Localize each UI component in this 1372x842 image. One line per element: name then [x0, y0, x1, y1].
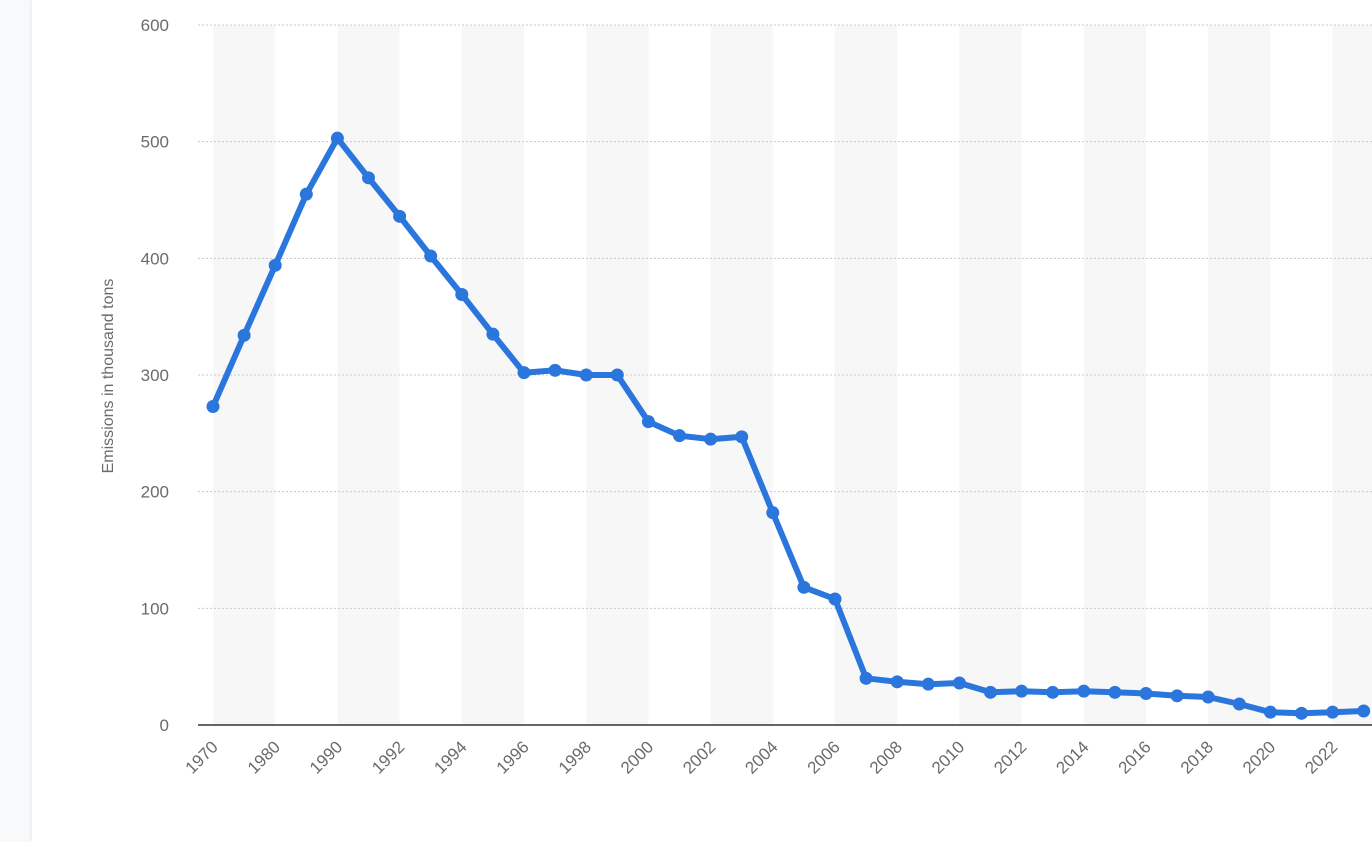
data-point[interactable]: [890, 675, 904, 689]
x-tick-label: 2018: [1177, 737, 1217, 777]
data-point[interactable]: [579, 368, 593, 382]
x-tick-label: 2016: [1115, 737, 1155, 777]
x-tick-label: 2008: [866, 737, 906, 777]
x-tick-label: 1970: [182, 737, 222, 777]
data-point[interactable]: [1232, 697, 1246, 711]
data-point[interactable]: [766, 506, 780, 520]
data-point[interactable]: [859, 671, 873, 685]
y-axis-ticks: 0 100 200 300 400 500 600: [141, 16, 169, 735]
data-point[interactable]: [1326, 705, 1340, 719]
x-tick-label: 2004: [741, 737, 781, 777]
data-point[interactable]: [984, 685, 997, 699]
data-point[interactable]: [673, 429, 686, 443]
data-point[interactable]: [455, 288, 469, 301]
x-tick-label: 1998: [555, 737, 595, 777]
data-point[interactable]: [393, 209, 407, 223]
data-point[interactable]: [610, 368, 624, 382]
data-point[interactable]: [641, 415, 655, 429]
y-tick-label: 300: [141, 366, 169, 385]
y-axis-title: Emissions in thousand tons: [100, 279, 117, 474]
x-tick-label: 1996: [493, 737, 533, 777]
x-tick-label: 2000: [617, 737, 657, 777]
x-tick-label: 2006: [804, 737, 844, 777]
x-tick-label: 1994: [430, 737, 470, 777]
data-point[interactable]: [1295, 706, 1308, 720]
x-tick-label: 2012: [990, 737, 1030, 777]
data-point[interactable]: [828, 592, 842, 606]
data-point[interactable]: [486, 327, 500, 341]
data-point[interactable]: [1139, 687, 1153, 700]
x-tick-label: 2020: [1239, 737, 1279, 777]
data-point[interactable]: [517, 366, 531, 380]
column-band: [461, 25, 524, 725]
data-points: [206, 131, 1371, 720]
x-tick-label: 2002: [679, 737, 719, 777]
data-point[interactable]: [548, 363, 562, 377]
data-point[interactable]: [1201, 690, 1215, 704]
data-point[interactable]: [206, 400, 220, 413]
y-tick-label: 500: [141, 133, 169, 152]
y-tick-label: 400: [141, 249, 169, 268]
data-point[interactable]: [1263, 705, 1277, 719]
data-point[interactable]: [1357, 704, 1371, 718]
data-point[interactable]: [362, 171, 375, 185]
data-point[interactable]: [424, 249, 438, 263]
data-point[interactable]: [1108, 685, 1122, 699]
x-tick-label: 2014: [1052, 737, 1092, 777]
data-point[interactable]: [952, 676, 966, 690]
data-point[interactable]: [704, 432, 718, 446]
x-tick-label: 2010: [928, 737, 968, 777]
data-point[interactable]: [237, 328, 251, 342]
data-point[interactable]: [330, 131, 344, 145]
data-point[interactable]: [921, 677, 935, 691]
x-tick-label: 1980: [244, 737, 284, 777]
x-axis-ticks: 1970 1980 1990 1992 1994 1996 1998 2000 2002 2004…: [182, 737, 1342, 777]
x-tick-label: 1992: [368, 737, 408, 777]
data-point[interactable]: [1077, 684, 1091, 698]
x-tick-label: 1990: [306, 737, 346, 777]
data-point[interactable]: [1170, 689, 1184, 703]
data-point[interactable]: [797, 580, 811, 594]
data-point[interactable]: [299, 187, 313, 201]
data-point[interactable]: [1015, 684, 1029, 698]
y-tick-label: 200: [141, 483, 169, 502]
data-point[interactable]: [735, 430, 749, 444]
data-point[interactable]: [268, 258, 282, 272]
x-tick-label: 2022: [1301, 737, 1341, 777]
y-tick-label: 100: [141, 599, 169, 618]
y-tick-label: 600: [141, 16, 169, 35]
data-point[interactable]: [1046, 685, 1060, 699]
y-tick-label: 0: [160, 716, 169, 735]
